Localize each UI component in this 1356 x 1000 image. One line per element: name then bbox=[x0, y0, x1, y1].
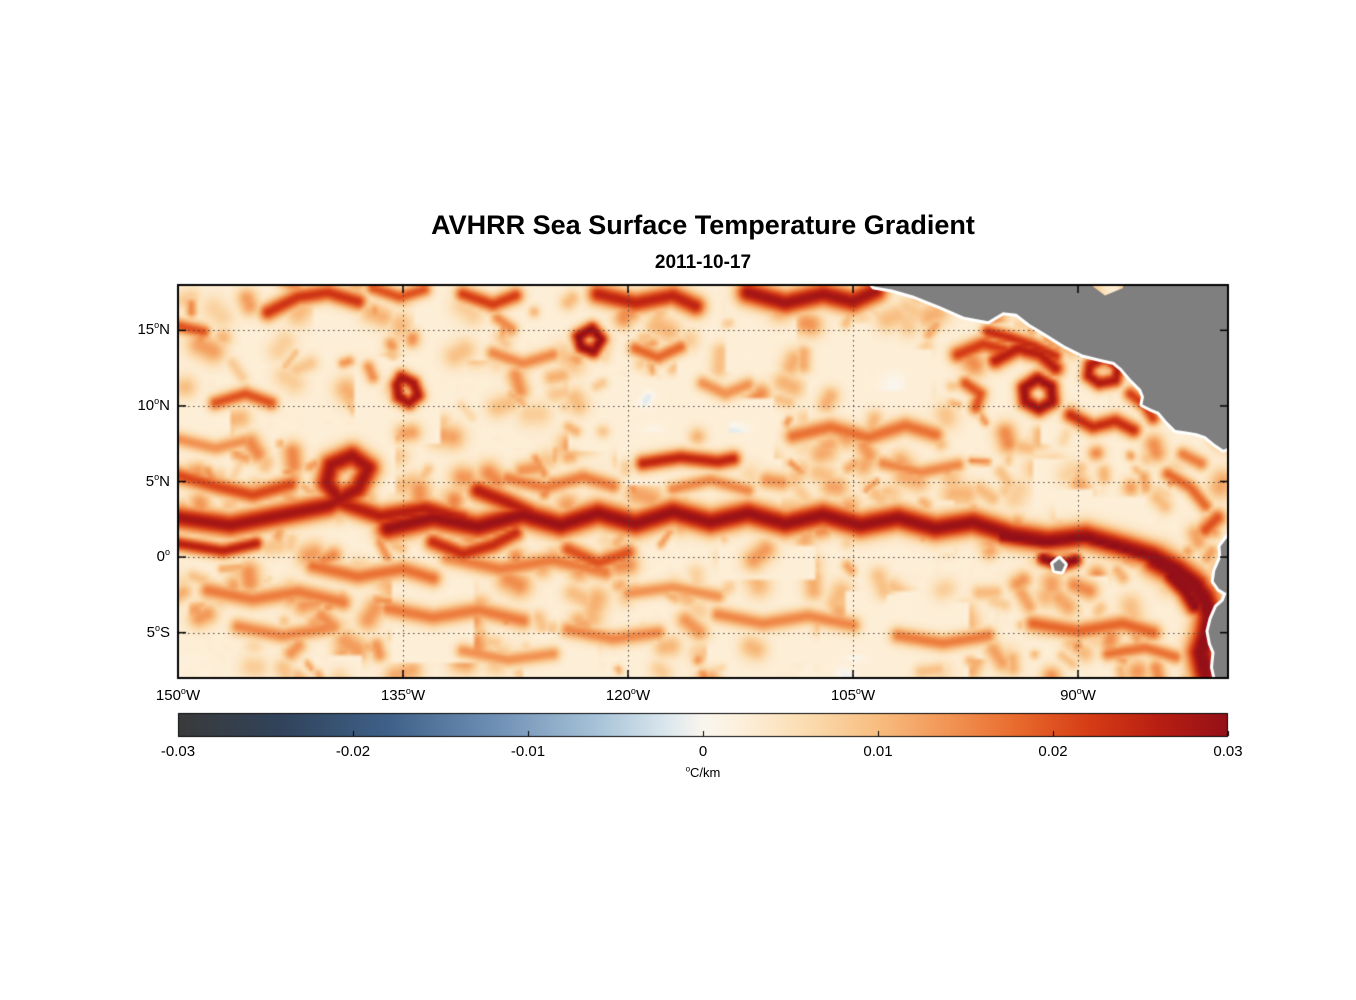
y-tick-label: 0o bbox=[156, 547, 170, 566]
chart-date-subtitle: 2011-10-17 bbox=[654, 252, 752, 273]
y-tick-label: 15oN bbox=[137, 320, 170, 339]
colorbar-unit-label: oC/km bbox=[685, 764, 721, 780]
colorbar-tick-label: 0.03 bbox=[1213, 743, 1243, 760]
y-tick-label: 5oN bbox=[145, 471, 170, 490]
x-tick-label: 120oW bbox=[605, 686, 651, 705]
chart-title: AVHRR Sea Surface Temperature Gradient bbox=[431, 210, 975, 240]
x-tick-label: 135oW bbox=[380, 686, 426, 705]
colorbar-tick-label: -0.03 bbox=[160, 743, 196, 760]
colorbar-tick-label: 0 bbox=[698, 743, 708, 760]
colorbar-tick-label: -0.02 bbox=[335, 743, 371, 760]
y-tick-label: 5oS bbox=[146, 622, 170, 641]
x-tick-label: 90oW bbox=[1060, 686, 1096, 705]
colorbar-tick-label: 0.02 bbox=[1038, 743, 1068, 760]
colorbar-tick-label: -0.01 bbox=[510, 743, 546, 760]
x-tick-label: 105oW bbox=[830, 686, 876, 705]
x-tick-label: 150oW bbox=[155, 686, 201, 705]
colorbar-tick-label: 0.01 bbox=[863, 743, 893, 760]
y-tick-label: 10oN bbox=[137, 395, 170, 414]
